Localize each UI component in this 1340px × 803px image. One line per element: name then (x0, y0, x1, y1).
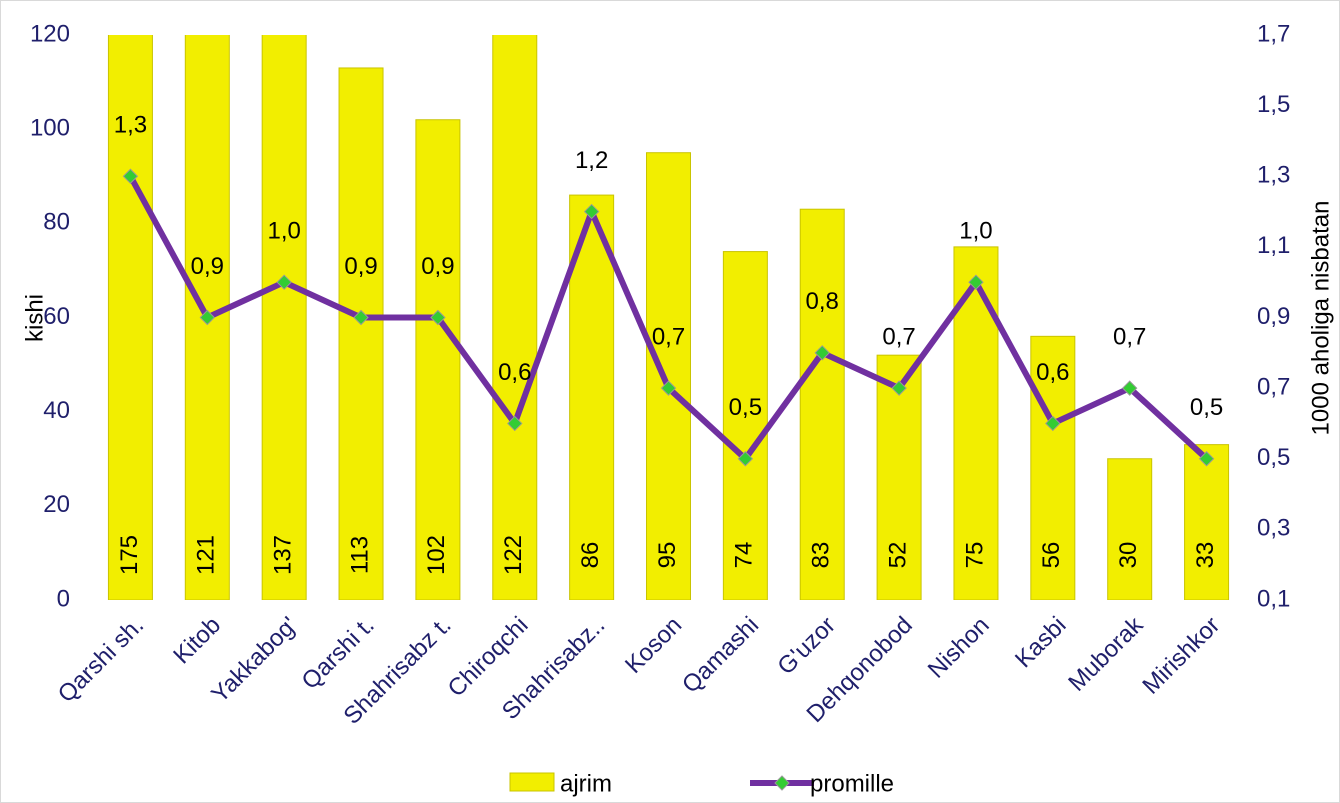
y-tick-label: 80 (43, 209, 70, 236)
y-tick-label: 20 (43, 491, 70, 518)
bar-value-label: 137 (270, 535, 297, 575)
bar (799, 208, 845, 600)
line-value-label: 1,0 (267, 218, 300, 245)
bar-value-label: 95 (654, 542, 681, 569)
line-value-label: 0,9 (191, 253, 224, 280)
marker (737, 451, 754, 467)
marker (1121, 380, 1138, 396)
line-value-label: 1,2 (575, 147, 608, 174)
bar-value-label: 52 (884, 542, 911, 569)
legend-swatch (509, 772, 555, 792)
bar-value-label: 175 (116, 535, 143, 575)
bar (1184, 444, 1230, 600)
bar-value-label: 121 (193, 535, 220, 575)
line-value-label: 1,0 (959, 218, 992, 245)
y-axis-title: kishi (21, 294, 48, 342)
y2-tick-label: 0,3 (1257, 515, 1290, 542)
bar (107, 35, 153, 600)
bar (261, 35, 307, 600)
bar (569, 194, 615, 600)
bar (1107, 458, 1153, 600)
marker (968, 274, 984, 290)
line-value-label: 0,9 (344, 253, 377, 280)
bar-value-label: 33 (1192, 542, 1219, 569)
bar-value-label: 75 (961, 542, 988, 569)
marker (199, 309, 216, 326)
bar (415, 119, 461, 600)
plot-area (107, 35, 1230, 600)
y-tick-label: 120 (30, 20, 70, 47)
marker (353, 309, 369, 326)
bar-value-label: 74 (731, 542, 758, 569)
y-tick-label: 60 (43, 303, 70, 330)
marker (276, 274, 292, 290)
bar (338, 67, 384, 600)
marker (430, 309, 446, 326)
y2-tick-label: 0,5 (1257, 444, 1290, 471)
y-tick-label: 100 (30, 115, 70, 142)
bar (876, 354, 922, 600)
y2-axis-title: 1000 aholiga nisbatan (1307, 201, 1334, 436)
line-value-label: 0,5 (729, 394, 762, 421)
bar-value-label: 113 (346, 536, 373, 574)
y-tick-label: 40 (43, 397, 70, 424)
legend-label: promille (810, 770, 894, 797)
marker (660, 380, 677, 396)
marker (583, 203, 600, 220)
line-value-label: 1,3 (114, 112, 147, 139)
y2-tick-label: 0,1 (1257, 585, 1290, 612)
marker (1198, 451, 1215, 467)
bar-value-label: 56 (1038, 542, 1065, 569)
line-value-label: 0,7 (882, 323, 915, 350)
y2-tick-label: 1,5 (1257, 91, 1290, 118)
bar (1030, 335, 1076, 600)
legend-label: ajrim (560, 770, 612, 797)
y2-tick-label: 1,7 (1257, 20, 1290, 47)
labels: 175 121 137 113 102 122 86 95 74 83 52 75 56 30 33 1,3 0… (114, 112, 1224, 575)
y2-tick-label: 1,1 (1257, 232, 1290, 259)
y2-tick-label: 1,3 (1257, 162, 1290, 189)
bar (646, 152, 691, 600)
marker (814, 345, 830, 361)
bar-value-label: 102 (423, 535, 450, 575)
marker (891, 380, 907, 396)
y2-tick-label: 0,9 (1257, 303, 1290, 330)
bar (722, 251, 768, 600)
bar-value-label: 122 (500, 535, 527, 575)
y2-tick-label: 0,7 (1257, 373, 1290, 400)
marker (1045, 415, 1061, 432)
line-value-label: 0,6 (498, 359, 531, 386)
y-tick-label: 0 (57, 585, 70, 612)
line-value-label: 0,9 (421, 253, 454, 280)
bar-value-label: 83 (808, 542, 835, 569)
marker (122, 168, 139, 184)
bar-value-label: 30 (1115, 542, 1142, 569)
line-value-label: 0,7 (1113, 323, 1146, 350)
bar-value-label: 86 (577, 542, 604, 569)
line-value-label: 0,7 (652, 323, 685, 350)
legend-marker (774, 775, 790, 791)
line-value-label: 0,8 (806, 288, 839, 315)
line-value-label: 0,6 (1036, 359, 1069, 386)
line-value-label: 0,5 (1190, 394, 1223, 421)
bar (492, 35, 538, 600)
marker (507, 415, 523, 432)
